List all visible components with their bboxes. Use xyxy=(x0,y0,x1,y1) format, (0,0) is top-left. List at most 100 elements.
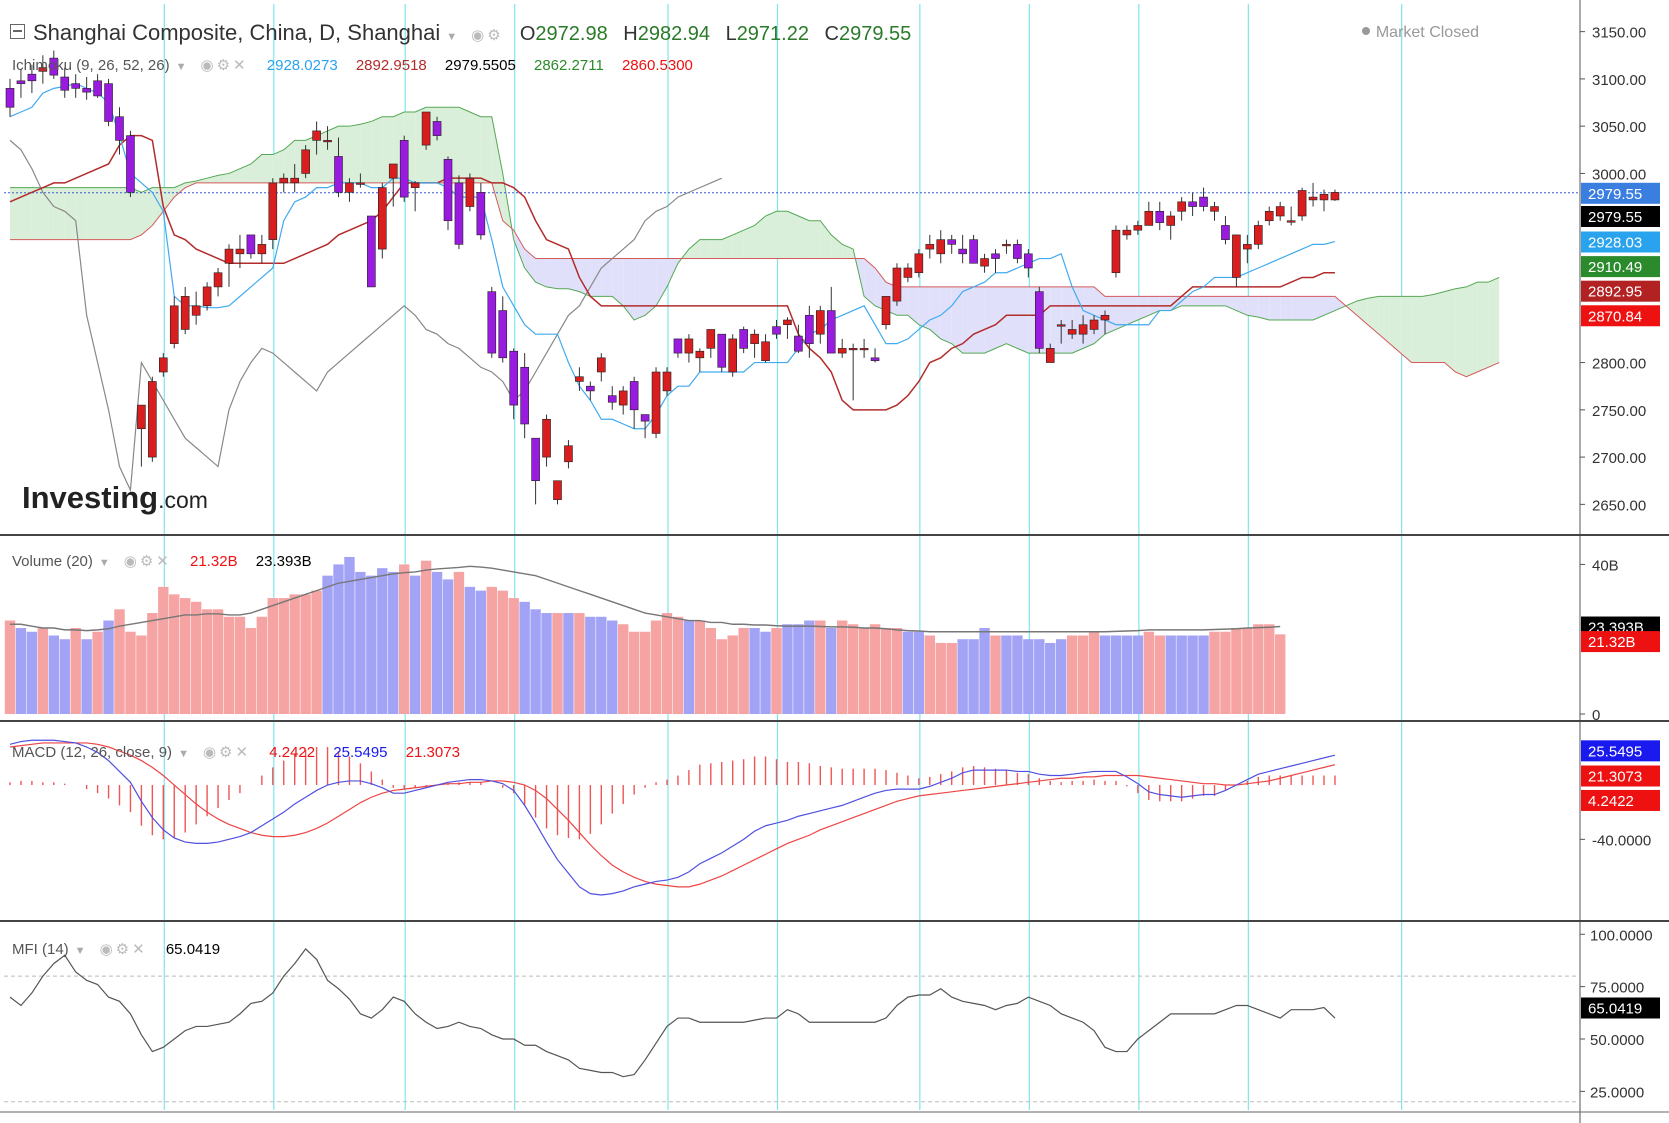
ichimoku-cloud-segment xyxy=(809,220,821,259)
candle-body xyxy=(268,182,278,240)
candle-body xyxy=(903,267,913,278)
volume-bar xyxy=(1165,635,1176,714)
volume-bar xyxy=(760,631,771,714)
mfi-legend: MFI (14) ▼ ◉⚙✕ 65.0419 xyxy=(12,940,220,958)
candle-body xyxy=(1078,324,1088,335)
collapse-icon[interactable] xyxy=(10,24,25,39)
volume-bar xyxy=(847,624,859,714)
candle-body xyxy=(1297,190,1307,217)
macd-caret-icon[interactable]: ▼ xyxy=(178,748,189,760)
candle-body xyxy=(761,341,770,361)
ichimoku-spana-value: 2862.2711 xyxy=(534,57,604,74)
ichimoku-controls-icons[interactable]: ◉⚙✕ xyxy=(200,57,249,74)
candle-body xyxy=(169,305,179,344)
macd-controls-icons[interactable]: ◉⚙✕ xyxy=(202,744,252,761)
ichimoku-span-a-line xyxy=(10,106,1500,354)
volume-bar xyxy=(453,571,465,714)
ichimoku-chikou-value: 2979.5505 xyxy=(444,57,516,74)
ichimoku-cloud-segment xyxy=(688,239,700,259)
ichimoku-label[interactable]: Ichimoku (9, 26, 52, 26) xyxy=(12,57,170,74)
volume-bar xyxy=(1220,631,1231,714)
market-status-text: Market Closed xyxy=(1375,24,1479,41)
candle-body xyxy=(837,348,847,354)
chart-header: Shanghai Composite, China, D, Shanghai ▼ ◉… xyxy=(10,20,911,46)
volume-bar xyxy=(289,594,300,714)
macd-label[interactable]: MACD (12, 26, close, 9) xyxy=(12,744,173,761)
candle-body xyxy=(859,348,869,351)
volume-bar xyxy=(48,635,59,714)
candle-body xyxy=(487,291,497,354)
volume-bar xyxy=(486,586,497,714)
ichimoku-cloud-segment xyxy=(1280,296,1292,320)
candle-body xyxy=(465,177,475,207)
volume-bar xyxy=(924,635,935,714)
volume-caret-icon[interactable]: ▼ xyxy=(98,557,110,569)
candle-body xyxy=(1155,210,1165,223)
ichimoku-cloud-segment xyxy=(1313,296,1324,320)
open-label: O xyxy=(519,23,536,45)
ichimoku-cloud-segment xyxy=(710,239,722,259)
ichimoku-caret-icon[interactable]: ▼ xyxy=(175,61,187,73)
mfi-last-label-0: 65.0419 xyxy=(1588,1000,1642,1017)
volume-bar xyxy=(125,631,136,714)
volume-bar xyxy=(596,616,607,714)
volume-label[interactable]: Volume (20) xyxy=(12,553,93,570)
ichimoku-cloud-segment xyxy=(53,187,65,240)
ichimoku-cloud-segment xyxy=(491,116,503,221)
mfi-label[interactable]: MFI (14) xyxy=(12,941,69,958)
mfi-caret-icon[interactable]: ▼ xyxy=(74,945,86,957)
volume-bar xyxy=(256,616,268,714)
ichimoku-cloud-segment xyxy=(349,124,361,183)
ichimoku-spanb-value: 2860.5300 xyxy=(621,57,693,74)
ichimoku-cloud-segment xyxy=(1488,277,1500,368)
volume-bar xyxy=(661,613,673,714)
ichimoku-cloud-segment xyxy=(1356,298,1368,325)
volume-bar xyxy=(541,613,552,714)
candle-body xyxy=(71,83,80,89)
volume-bar xyxy=(409,575,421,714)
candle-body xyxy=(947,239,957,245)
price-last-label-2-bg xyxy=(1581,231,1660,253)
volume-bar xyxy=(464,586,476,714)
ichimoku-cloud-segment xyxy=(721,234,733,259)
volume-bar xyxy=(300,594,311,714)
candle-body xyxy=(399,140,409,198)
volume-bar xyxy=(158,586,169,714)
ichimoku-cloud-segment xyxy=(31,187,43,240)
volume-bar xyxy=(377,568,388,714)
ichimoku-cloud-segment xyxy=(86,187,98,240)
candle-body xyxy=(1275,206,1285,217)
candle-body xyxy=(870,357,880,361)
volume-bar xyxy=(245,628,257,714)
candle-body xyxy=(345,182,354,193)
candle-body xyxy=(1122,229,1132,236)
volume-controls-icons[interactable]: ◉⚙✕ xyxy=(123,553,172,570)
macd-last-label-2-bg xyxy=(1581,789,1660,811)
ichimoku-cloud-segment xyxy=(239,164,251,183)
candle-body xyxy=(750,333,759,344)
symbol-settings-icons[interactable]: ◉⚙ xyxy=(471,27,504,44)
volume-bar xyxy=(201,609,213,714)
candle-body xyxy=(334,156,343,193)
price-last-label-5: 2870.84 xyxy=(1588,308,1642,325)
candle-body xyxy=(115,116,124,141)
macd-last-label-1-bg xyxy=(1581,765,1660,787)
ichimoku-cloud-segment xyxy=(1324,296,1335,316)
candle-body xyxy=(1286,220,1296,223)
ichimoku-cloud-segment xyxy=(984,286,996,354)
ichimoku-legend: Ichimoku (9, 26, 52, 26) ▼ ◉⚙✕ 2928.0273 2… xyxy=(12,56,693,74)
candle-body xyxy=(794,335,803,352)
volume-bar xyxy=(81,639,92,714)
mfi-controls-icons[interactable]: ◉⚙✕ xyxy=(99,941,148,958)
ichimoku-cloud-segment xyxy=(1378,296,1390,344)
symbol-caret-icon[interactable]: ▼ xyxy=(446,31,458,43)
volume-bar xyxy=(15,628,27,714)
candle-body xyxy=(159,357,168,373)
price-last-label-0: 2979.55 xyxy=(1588,186,1642,203)
macd-last-label-2: 4.2422 xyxy=(1588,793,1634,810)
ichimoku-cloud-segment xyxy=(787,211,799,259)
symbol-title[interactable]: Shanghai Composite, China, D, Shanghai xyxy=(33,20,441,45)
close-label: C xyxy=(824,23,839,45)
candle-body xyxy=(564,445,573,463)
